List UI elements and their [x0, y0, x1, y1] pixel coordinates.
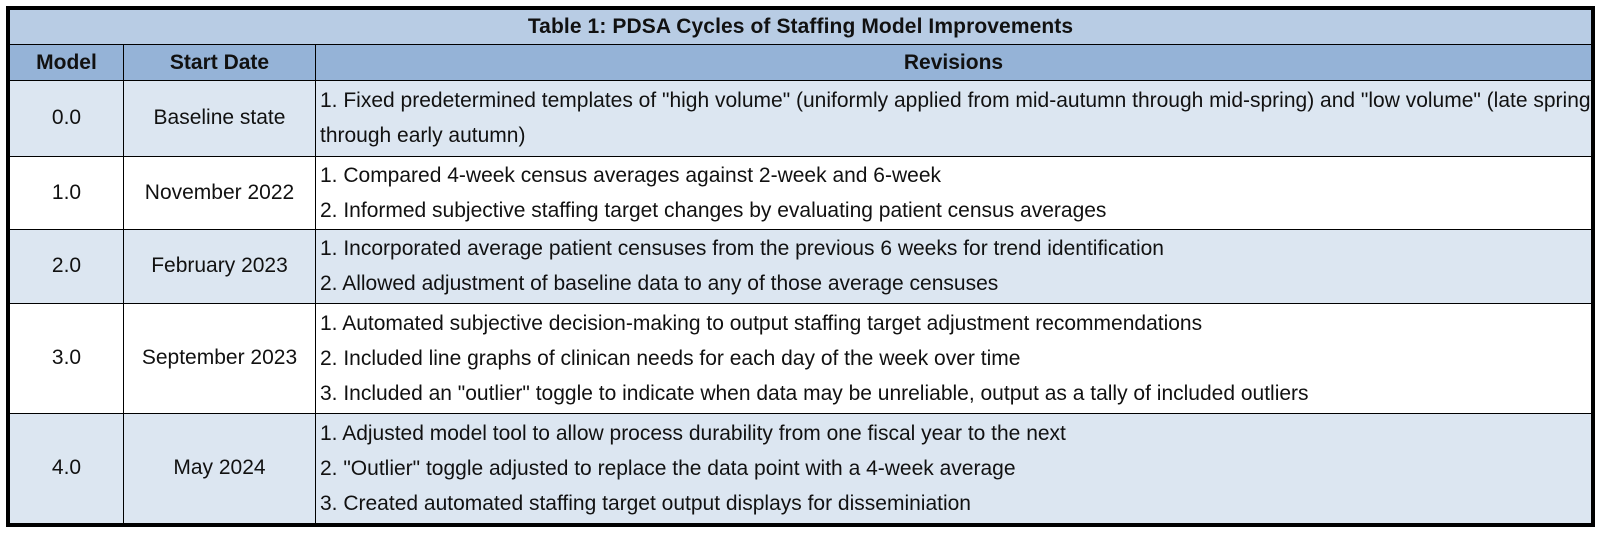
column-header-start-date: Start Date — [123, 44, 316, 81]
model-cell: 3.0 — [9, 302, 124, 414]
revision-item: 1. Compared 4-week census averages again… — [320, 163, 942, 187]
revision-item: 2. "Outlier" toggle adjusted to replace … — [320, 456, 1016, 480]
revision-item: 2. Informed subjective staffing target c… — [320, 198, 1107, 222]
start-date-cell: November 2022 — [123, 155, 316, 231]
start-date-cell: May 2024 — [123, 412, 316, 525]
column-header-model: Model — [9, 44, 124, 81]
model-cell: 4.0 — [9, 412, 124, 525]
revision-item: 3. Included an "outlier" toggle to indic… — [320, 381, 1309, 405]
revision-item: 1. Fixed predetermined templates of "hig… — [320, 89, 1591, 148]
model-cell: 2.0 — [9, 229, 124, 304]
revision-item: 1. Automated subjective decision-making … — [320, 311, 1203, 335]
revision-item: 1. Adjusted model tool to allow process … — [320, 421, 1066, 445]
revisions-cell: 1. Adjusted model tool to allow process … — [315, 412, 1592, 525]
table-title: Table 1: PDSA Cycles of Staffing Model I… — [9, 9, 1592, 45]
start-date-cell: February 2023 — [123, 229, 316, 304]
start-date-cell: September 2023 — [123, 302, 316, 414]
start-date-cell: Baseline state — [123, 80, 316, 157]
revisions-cell: 1. Compared 4-week census averages again… — [315, 155, 1592, 231]
table-row: 0.0 Baseline state 1. Fixed predetermine… — [9, 80, 1592, 157]
table-row: 2.0 February 2023 1. Incorporated averag… — [9, 229, 1592, 304]
revisions-cell: 1. Fixed predetermined templates of "hig… — [315, 80, 1592, 157]
table-row: 3.0 September 2023 1. Automated subjecti… — [9, 302, 1592, 414]
model-cell: 1.0 — [9, 155, 124, 231]
model-cell: 0.0 — [9, 80, 124, 157]
revisions-cell: 1. Incorporated average patient censuses… — [315, 229, 1592, 304]
revisions-cell: 1. Automated subjective decision-making … — [315, 302, 1592, 414]
revision-item: 2. Included line graphs of clinican need… — [320, 346, 1021, 370]
revision-item: 2. Allowed adjustment of baseline data t… — [320, 272, 999, 296]
table-row: 4.0 May 2024 1. Adjusted model tool to a… — [9, 412, 1592, 525]
pdsa-table-frame: Table 1: PDSA Cycles of Staffing Model I… — [6, 6, 1595, 527]
revision-item: 3. Created automated staffing target out… — [320, 491, 971, 515]
revision-item: 1. Incorporated average patient censuses… — [320, 237, 1164, 261]
table-row: 1.0 November 2022 1. Compared 4-week cen… — [9, 155, 1592, 231]
pdsa-table: Table 1: PDSA Cycles of Staffing Model I… — [9, 9, 1592, 525]
column-header-revisions: Revisions — [315, 44, 1592, 81]
